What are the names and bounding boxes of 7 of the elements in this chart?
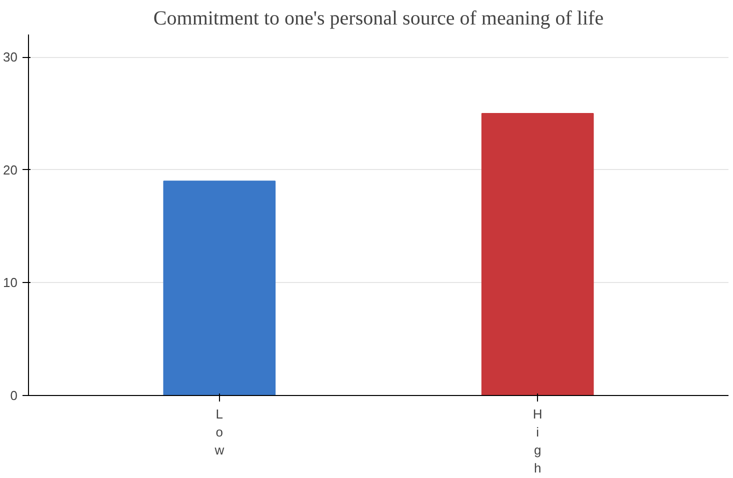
y-tick-label: 10 (3, 275, 18, 290)
y-tick-label: 20 (3, 162, 18, 178)
y-tick-label: 30 (3, 50, 18, 65)
y-tick-label: 0 (10, 388, 18, 403)
chart-title: Commitment to one's personal source of meaning of life (153, 8, 604, 30)
x-tick-label: Low (214, 406, 225, 458)
x-tick-label: High (532, 406, 542, 476)
